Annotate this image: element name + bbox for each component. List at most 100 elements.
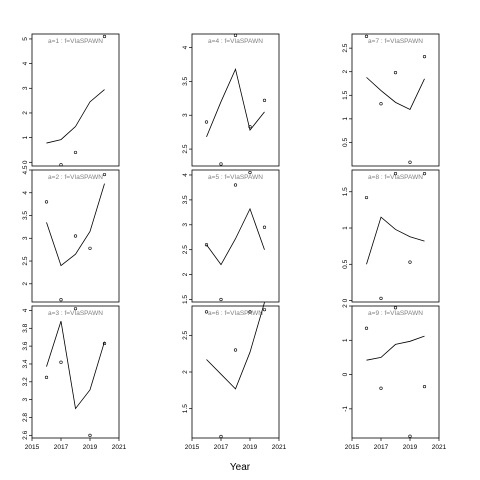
x-tick-label: 2021 <box>112 444 127 451</box>
y-tick-label: 2.5 <box>22 256 29 265</box>
y-tick-label: 1 <box>22 135 29 139</box>
data-point <box>102 34 107 39</box>
y-tick-label: 3 <box>22 236 29 240</box>
y-tick-label: 3.6 <box>22 341 29 350</box>
fitted-line <box>366 335 425 361</box>
panel-title: a=7 : f=VIaSPAWN <box>368 38 423 45</box>
y-tick-label: 4.5 <box>22 165 29 174</box>
data-point <box>248 170 252 175</box>
data-point <box>219 434 223 439</box>
x-tick-label: 2021 <box>432 444 447 451</box>
y-tick-label: 2.5 <box>182 330 189 339</box>
panel-frame <box>351 33 440 167</box>
y-tick-label: 3.5 <box>182 195 189 204</box>
data-point <box>59 163 63 167</box>
data-point <box>73 234 78 238</box>
y-tick-label: 5 <box>22 37 29 41</box>
y-tick-label: 0 <box>342 372 349 376</box>
panel-frame <box>191 169 280 303</box>
y-tick-label: -1 <box>342 406 349 412</box>
panel-title: a=6 : f=VIaSPAWN <box>208 310 263 317</box>
data-point <box>88 433 92 437</box>
fitted-line <box>366 77 425 110</box>
fitted-line <box>206 207 265 266</box>
y-tick-label: 2.5 <box>182 245 189 254</box>
y-tick-label: 2.5 <box>182 144 189 153</box>
x-tick-label: 2017 <box>54 444 69 451</box>
y-tick-label: 4 <box>22 61 29 65</box>
panel-8: a=8 : f=VIaSPAWN 0 0.5 1 1.5 <box>342 169 440 303</box>
data-point <box>44 200 49 204</box>
y-tick-label: 0.5 <box>342 138 349 147</box>
panel-4: a=4 : f=VIaSPAWN 2.5 3 3.5 4 <box>182 33 280 167</box>
panel-frame <box>351 169 440 303</box>
data-point <box>364 326 369 330</box>
data-point <box>204 120 209 124</box>
y-tick-label: 4 <box>182 45 189 49</box>
y-tick-label: 0 <box>342 298 349 302</box>
y-tick-label: 2 <box>342 70 349 74</box>
panel-title: a=8 : f=VIaSPAWN <box>368 174 423 181</box>
fitted-line <box>366 216 425 265</box>
y-tick-label: 2 <box>182 272 189 276</box>
data-point <box>248 310 252 314</box>
x-tick-label: 2019 <box>403 444 418 451</box>
y-tick-label: 3 <box>22 86 29 90</box>
data-point <box>379 296 383 300</box>
y-tick-label: 3.5 <box>22 211 29 220</box>
panel-9: a=9 : f=VIaSPAWN -1 0 1 2 2015 2017 2019 2021 <box>342 304 447 451</box>
panel-title: a=5 : f=VIaSPAWN <box>208 174 263 181</box>
panel-5: a=5 : f=VIaSPAWN 1.5 2 2.5 3 3.5 4 <box>182 169 280 304</box>
panel-1: a=1 : f=VIaSPAWN 0 1 2 3 4 5 <box>22 33 120 167</box>
y-tick-label: 1.5 <box>342 187 349 196</box>
y-tick-label: 0 <box>22 160 29 164</box>
y-tick-label: 2 <box>182 370 189 374</box>
y-tick-label: 4 <box>182 173 189 177</box>
y-tick-label: 3.4 <box>22 359 29 368</box>
panel-frame <box>31 169 120 303</box>
panel-title: a=2 : f=VIaSPAWN <box>48 174 103 181</box>
panel-title: a=1 : f=VIaSPAWN <box>48 38 103 45</box>
y-tick-label: 2.5 <box>342 43 349 52</box>
data-point <box>233 33 238 37</box>
y-tick-label: 4 <box>22 191 29 195</box>
x-tick-label: 2015 <box>25 444 40 451</box>
x-tick-label: 2017 <box>214 444 229 451</box>
data-point <box>204 310 209 314</box>
y-tick-label: 3.5 <box>182 76 189 85</box>
data-point <box>102 341 107 346</box>
y-tick-label: 2.8 <box>22 413 29 422</box>
x-tick-label: 2015 <box>345 444 360 451</box>
data-point <box>422 172 427 176</box>
data-point <box>364 34 369 38</box>
y-tick-label: 1 <box>342 226 349 230</box>
panel-6: a=6 : f=VIaSPAWN 1.5 2 2.5 2015 2017 2019 2021 <box>182 302 287 451</box>
data-point <box>422 384 427 389</box>
y-tick-label: 3 <box>22 397 29 401</box>
y-tick-label: 2 <box>342 304 349 308</box>
data-point <box>233 348 238 352</box>
data-point <box>408 260 412 264</box>
x-tick-label: 2019 <box>243 444 258 451</box>
panel-frame <box>351 305 440 439</box>
data-point <box>262 225 267 229</box>
data-point <box>262 308 267 312</box>
y-tick-label: 1 <box>342 117 349 121</box>
panel-title: a=3 : f=VIaSPAWN <box>48 310 103 317</box>
panel-frame <box>31 33 120 167</box>
y-tick-label: 3.2 <box>22 377 29 386</box>
y-tick-label: 1.5 <box>182 404 189 413</box>
data-point <box>73 150 78 155</box>
data-point <box>73 307 78 311</box>
data-point <box>44 375 49 379</box>
fitted-line <box>206 67 265 138</box>
data-point <box>204 243 209 247</box>
y-tick-label: 3 <box>182 223 189 227</box>
fitted-line <box>46 183 105 267</box>
panel-title: a=4 : f=VIaSPAWN <box>208 38 263 45</box>
fitted-line <box>46 321 105 410</box>
data-point <box>59 360 63 364</box>
x-axis-title: Year <box>230 462 251 473</box>
x-tick-label: 2017 <box>374 444 389 451</box>
y-tick-label: 1.5 <box>342 90 349 99</box>
